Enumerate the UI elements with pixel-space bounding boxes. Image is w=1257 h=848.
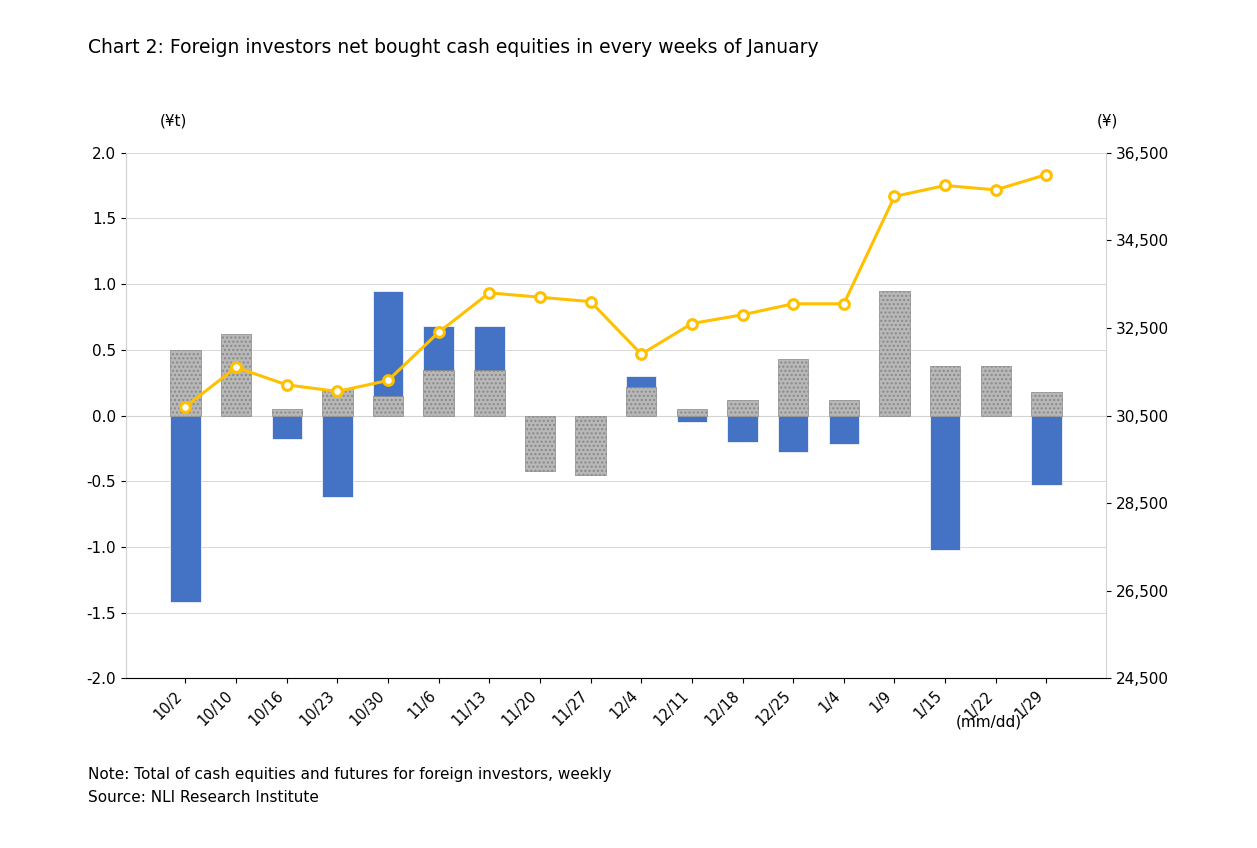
Bar xyxy=(322,389,352,416)
Text: Note: Total of cash equities and futures for foreign investors, weekly
Source: N: Note: Total of cash equities and futures… xyxy=(88,767,611,805)
Bar xyxy=(272,409,302,416)
Bar xyxy=(1031,416,1062,485)
Bar xyxy=(778,416,808,452)
Bar xyxy=(524,416,556,471)
Text: (mm/dd): (mm/dd) xyxy=(955,715,1022,730)
Bar xyxy=(424,370,454,416)
Bar xyxy=(930,416,960,550)
Bar xyxy=(474,326,504,416)
Bar xyxy=(373,291,403,416)
Bar xyxy=(170,349,201,416)
Bar xyxy=(424,326,454,416)
Bar xyxy=(676,416,708,422)
Bar xyxy=(272,416,302,439)
Text: (¥t): (¥t) xyxy=(160,114,187,129)
Bar xyxy=(373,396,403,416)
Bar xyxy=(828,399,859,416)
Bar xyxy=(930,365,960,416)
Bar xyxy=(880,353,910,416)
Bar xyxy=(524,416,556,426)
Bar xyxy=(626,387,656,416)
Bar xyxy=(778,359,808,416)
Bar xyxy=(322,416,352,497)
Bar xyxy=(576,416,606,475)
Bar xyxy=(576,416,606,426)
Bar xyxy=(980,413,1011,416)
Bar xyxy=(980,365,1011,416)
Bar xyxy=(728,399,758,416)
Bar xyxy=(474,370,504,416)
Text: (¥): (¥) xyxy=(1097,114,1119,129)
Text: Chart 2: Foreign investors net bought cash equities in every weeks of January: Chart 2: Foreign investors net bought ca… xyxy=(88,38,818,57)
Bar xyxy=(1031,392,1062,416)
Bar xyxy=(828,416,859,444)
Bar xyxy=(221,334,251,416)
Legend: Cash equities, Futures, the Nikkei 225 (RHS): Cash equities, Futures, the Nikkei 225 (… xyxy=(210,844,728,848)
Bar xyxy=(221,405,251,416)
Bar xyxy=(170,416,201,602)
Bar xyxy=(880,291,910,416)
Bar xyxy=(676,409,708,416)
Bar xyxy=(626,377,656,416)
Bar xyxy=(728,416,758,442)
